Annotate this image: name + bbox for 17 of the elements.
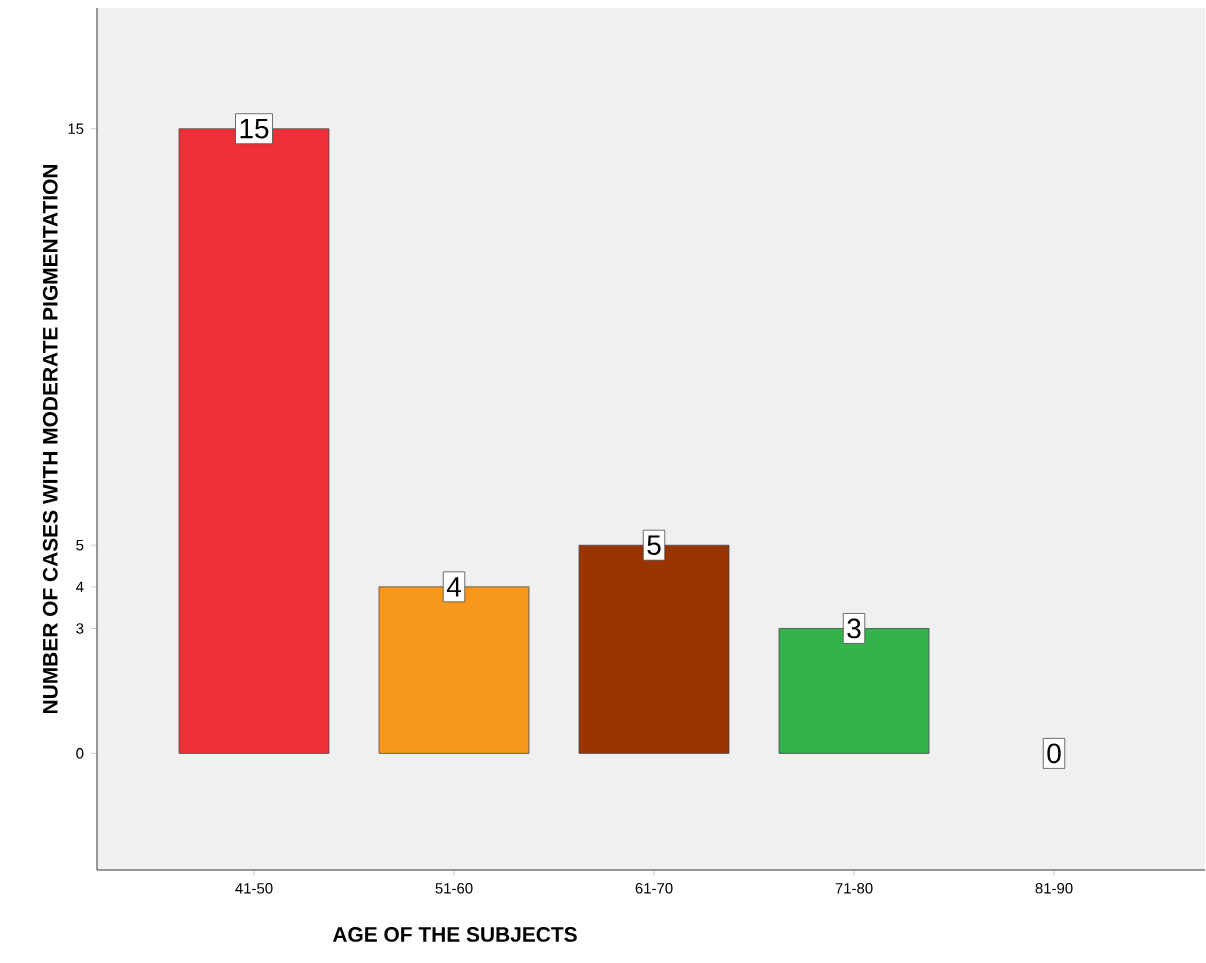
- x-tick-label: 81-90: [1035, 883, 1073, 894]
- x-tick-label: 61-70: [635, 883, 673, 894]
- data-label: 4: [446, 577, 461, 597]
- y-tick-label: 4: [76, 581, 84, 592]
- x-tick-label: 41-50: [235, 883, 273, 894]
- x-tick-label: 51-60: [435, 883, 473, 894]
- y-axis-title: NUMBER OF CASES WITH MODERATE PIGMENTATION: [42, 164, 58, 714]
- data-label: 3: [847, 618, 861, 639]
- y-tick-label: 5: [76, 539, 84, 551]
- y-tick-label: 0: [76, 748, 84, 759]
- y-tick-label: 3: [76, 623, 84, 634]
- y-tick-label: 15: [68, 123, 84, 134]
- data-label: 0: [1047, 743, 1061, 764]
- data-label: 15: [240, 119, 269, 139]
- data-label: 5: [647, 535, 661, 555]
- x-tick-label: 71-80: [835, 883, 873, 894]
- x-axis-title: AGE OF THE SUBJECTS: [332, 927, 577, 942]
